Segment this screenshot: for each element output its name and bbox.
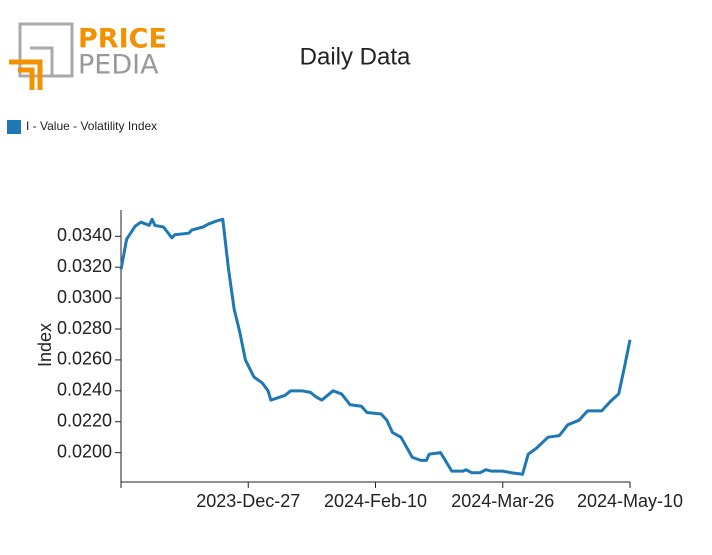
- logo: PRICE PEDIA: [9, 22, 167, 90]
- logo-text: PRICE: [78, 24, 167, 55]
- y-tick-label: 0.0220: [57, 410, 112, 430]
- y-tick-label: 0.0240: [57, 380, 112, 400]
- y-tick-label: 0.0280: [57, 318, 112, 338]
- y-tick-label: 0.0320: [57, 256, 112, 276]
- x-tick-label: 2024-Mar-26: [451, 491, 554, 511]
- x-tick-label: 2024-May-10: [577, 491, 683, 511]
- line: [119, 217, 632, 476]
- y-tick-label: 0.0200: [57, 441, 112, 461]
- y-tick-label: 0.0260: [57, 349, 112, 369]
- chart-title: Daily Data: [300, 43, 411, 70]
- logo-mark: [30, 46, 54, 76]
- y-tick-label: 0.0300: [57, 287, 112, 307]
- logo-mark: [9, 59, 43, 90]
- y-tick-label: 0.0340: [57, 225, 112, 245]
- legend-swatch: [7, 120, 21, 134]
- y-axis-label: Index: [35, 323, 55, 367]
- logo-text: PEDIA: [78, 50, 159, 81]
- x-tick-label: 2024-Feb-10: [324, 491, 427, 511]
- legend-label: I - Value - Volatility Index: [26, 119, 157, 133]
- logo-box: [18, 22, 74, 78]
- x-tick-label: 2023-Dec-27: [196, 491, 300, 511]
